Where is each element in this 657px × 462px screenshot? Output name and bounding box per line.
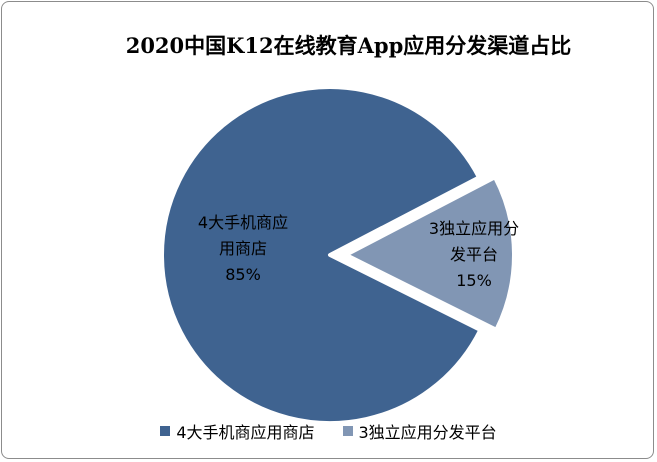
legend-swatch-app-stores [160,426,171,436]
legend-swatch-independent-platforms [342,426,353,436]
legend-item-app-stores: 4大手机商应用商店 [160,419,315,443]
chart-title: 2020中国K12在线教育App应用分发渠道占比 [125,33,572,58]
pie-slice-independent-platforms [343,175,516,332]
legend-label-app-stores: 4大手机商应用商店 [176,423,315,442]
pie-slice-app-stores [160,85,483,425]
data-label-independent-platforms: 3独立应用分发平台 15% [429,219,519,290]
data-label-app-stores: 4大手机商应用商店 85% [198,213,288,284]
legend: 4大手机商应用商店 3独立应用分发平台 [0,418,657,444]
legend-label-independent-platforms: 3独立应用分发平台 [358,423,497,442]
legend-item-independent-platforms: 3独立应用分发平台 [342,419,497,443]
